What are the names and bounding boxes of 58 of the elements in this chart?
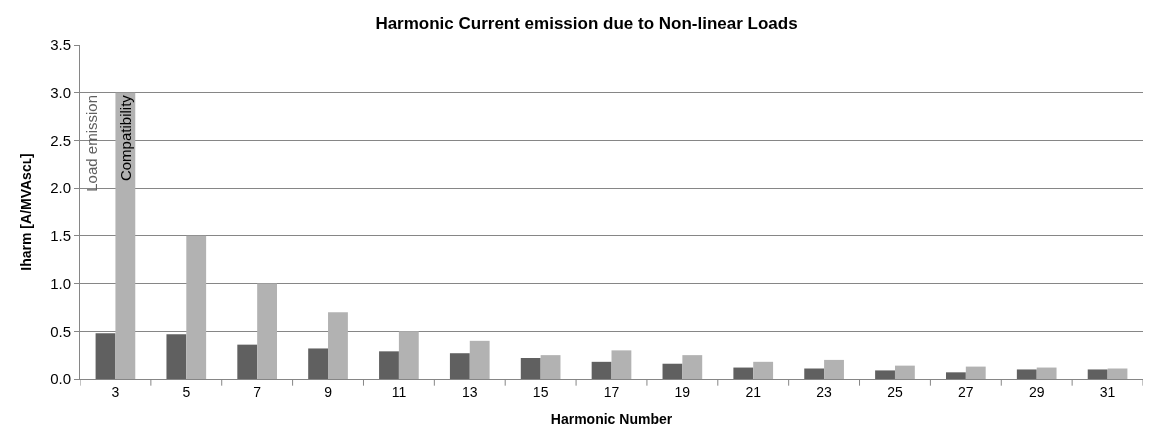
- y-tick-label: 0.5: [50, 322, 71, 340]
- bar: [115, 92, 136, 379]
- bar: [591, 361, 612, 379]
- x-tick-label: 17: [603, 383, 620, 400]
- bar: [611, 350, 632, 379]
- bar: [875, 370, 895, 379]
- x-tick-label: 3: [111, 383, 120, 400]
- bar: [804, 368, 825, 379]
- x-tick-label: 27: [958, 383, 974, 400]
- bar: [328, 312, 348, 379]
- bar: [1087, 369, 1108, 379]
- bar: [965, 366, 986, 379]
- y-tick-label: 0.0: [50, 370, 71, 388]
- x-tick-label: 7: [253, 383, 262, 400]
- bar: [1016, 369, 1037, 379]
- y-tick-label: 1.0: [50, 274, 71, 292]
- bar: [237, 344, 258, 379]
- x-tick-label: 25: [887, 383, 903, 400]
- x-tick-label: 9: [324, 383, 333, 400]
- x-tick-label: 11: [391, 383, 407, 400]
- x-axis-title: Harmonic Number: [550, 411, 673, 428]
- x-tick-label: 29: [1028, 383, 1045, 400]
- x-tick-label: 23: [816, 383, 833, 400]
- x-tick-label: 13: [461, 383, 478, 400]
- bar: [166, 334, 187, 379]
- bar: [824, 359, 844, 379]
- y-tick-label: 2.5: [50, 131, 71, 149]
- bar: [945, 372, 966, 379]
- bar: [469, 340, 490, 379]
- bar: [733, 367, 754, 379]
- bar: [540, 355, 561, 379]
- bar: [379, 351, 399, 379]
- x-tick-label: 19: [674, 383, 691, 400]
- y-tick-label: 3.0: [50, 83, 71, 101]
- bar: [398, 331, 419, 379]
- series-label: Compatibility: [116, 94, 134, 182]
- bar: [95, 333, 116, 379]
- y-tick-label: 1.5: [50, 227, 71, 245]
- bar: [308, 348, 329, 379]
- bar: [449, 353, 470, 379]
- bar: [682, 355, 703, 379]
- bar: [662, 363, 683, 379]
- x-tick-label: 31: [1099, 383, 1116, 400]
- bar: [894, 365, 915, 379]
- x-tick-label: 5: [182, 383, 191, 400]
- y-tick-label: 3.5: [50, 36, 71, 54]
- chart-title: Harmonic Current emission due to Non-linear Loads: [375, 14, 798, 34]
- bar: [520, 358, 541, 379]
- bar: [1036, 367, 1057, 379]
- y-axis-title: Iharm [A/MVAsᴄʟ]: [17, 153, 34, 271]
- bar: [753, 361, 774, 379]
- bar: [257, 283, 278, 379]
- bar: [186, 235, 207, 379]
- x-tick-label: 21: [745, 383, 762, 400]
- x-tick-label: 15: [532, 383, 549, 400]
- text: Load emission: [83, 94, 101, 192]
- y-tick-label: 2.0: [50, 179, 71, 197]
- bar: [1107, 368, 1128, 379]
